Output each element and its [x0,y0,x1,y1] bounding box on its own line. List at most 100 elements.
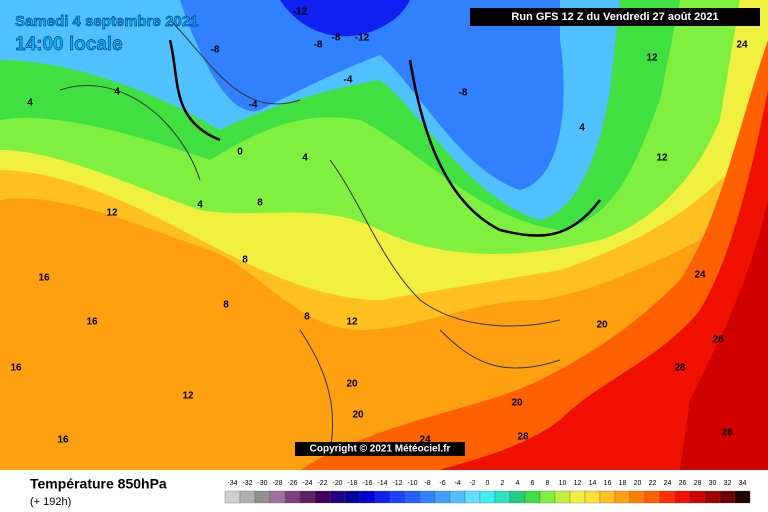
scale-tick-label: 10 [559,480,567,487]
map-field [0,0,768,470]
scale-swatch [614,490,631,504]
scale-swatch [254,490,271,504]
isotherm-label: 8 [223,300,229,311]
scale-tick-label: -2 [469,480,475,487]
isotherm-label: 8 [242,255,248,266]
scale-tick-label: -14 [377,480,387,487]
scale-tick-label: 0 [486,480,490,487]
isotherm-label: -12 [293,7,308,18]
isotherm-label: 8 [257,198,263,209]
isotherm-label: 12 [106,208,118,219]
scale-tick-label: -20 [332,480,342,487]
isotherm-label: 12 [346,317,358,328]
scale-tick-label: 20 [634,480,642,487]
isotherm-label: 20 [352,410,364,421]
scale-tick-label: -32 [242,480,252,487]
scale-tick-label: 12 [574,480,582,487]
scale-swatch [314,490,331,504]
scale-swatch [719,490,736,504]
scale-tick-label: -18 [347,480,357,487]
isotherm-label: -8 [314,40,323,51]
isotherm-label: 4 [197,200,203,211]
isobar [168,39,601,237]
isotherm-label: 4 [114,87,120,98]
isotherm-label: 16 [86,317,98,328]
scale-swatch [644,490,661,504]
scale-swatch [554,490,571,504]
scale-tick-label: -30 [257,480,267,487]
scale-swatch [539,490,556,504]
scale-tick-label: -6 [439,480,445,487]
copyright-box [295,442,465,456]
legend-title: Température 850hPa [30,476,167,492]
scale-tick-label: 26 [679,480,687,487]
scale-swatch [284,490,301,504]
isotherm-label: 4 [579,123,585,134]
isotherm-label: 28 [517,432,529,443]
scale-tick-label: -24 [302,480,312,487]
scale-swatch [479,490,496,504]
scale-swatch [464,490,481,504]
run-box [470,8,760,26]
isotherm-label: 20 [346,379,358,390]
scale-swatch [494,490,511,504]
scale-swatch [569,490,586,504]
isotherm-label: 12 [646,53,658,64]
scale-swatch [404,490,421,504]
forecast-time: 14:00 locale [15,34,123,55]
scale-tick-label: 8 [546,480,550,487]
forecast-date: Samedi 4 septembre 2021 [15,13,198,30]
isotherm-label: 12 [656,153,668,164]
scale-swatch [344,490,361,504]
isotherm-label: 8 [304,312,310,323]
isotherm-label: -8 [459,88,468,99]
isotherm-label: 16 [38,273,50,284]
isotherm-label: 4 [27,98,33,109]
isotherm-label: 16 [57,435,69,446]
scale-swatch [704,490,721,504]
scale-swatch [674,490,691,504]
scale-tick-label: -16 [362,480,372,487]
scale-swatch [434,490,451,504]
scale-tick-label: 34 [739,480,747,487]
scale-tick-label: -34 [227,480,237,487]
isotherm-label: 4 [302,153,308,164]
scale-swatch [224,490,241,504]
isotherm-label: 12 [182,391,194,402]
coastline [59,19,561,451]
scale-tick-label: 22 [649,480,657,487]
isotherm-label: 20 [511,398,523,409]
scale-tick-label: -8 [424,480,430,487]
isotherm-label: -4 [249,100,258,111]
scale-swatch [299,490,316,504]
scale-tick-label: 18 [619,480,627,487]
scale-tick-label: 32 [724,480,732,487]
scale-swatch [269,490,286,504]
isotherm-label: 24 [736,40,748,51]
scale-tick-label: -4 [454,480,460,487]
scale-tick-label: 24 [664,480,672,487]
scale-tick-label: 6 [531,480,535,487]
scale-tick-label: -26 [287,480,297,487]
scale-swatch [584,490,601,504]
color-scale: -34 -32 -30 -28 -26 -24 -22 -20 -18 -16 -14 -12 -10-… [224,480,751,504]
field-28 [680,200,768,470]
scale-tick-label: 16 [604,480,612,487]
isotherm-label: -8 [211,45,220,56]
scale-swatch [419,490,436,504]
isotherm-label: -4 [344,75,353,86]
scale-tick-label: 30 [709,480,717,487]
scale-swatch [659,490,676,504]
scale-tick-label: -12 [392,480,402,487]
scale-tick-label: 14 [589,480,597,487]
isotherm-label: 28 [674,363,686,374]
field-26 [440,90,768,470]
isotherm-labels: -12 -8 -8 -8 -12 -8 -4 -4 4 4 4 0 4 4 8 8 8 8 12 12 12 12 12 16… [10,7,748,446]
field-minus-12 [280,0,410,37]
scale-swatch [509,490,526,504]
scale-swatch [449,490,466,504]
copyright: Copyright © 2021 Météociel.fr [310,444,451,455]
scale-tick-label: -22 [317,480,327,487]
isotherm-label: 0 [237,147,243,158]
